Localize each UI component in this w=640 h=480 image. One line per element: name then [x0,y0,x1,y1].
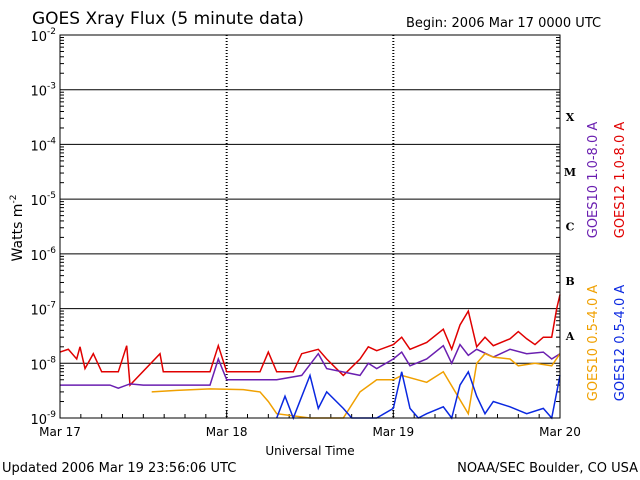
x-tick-label: Mar 19 [372,425,414,439]
legend-entry: GOES10 1.0-8.0 A [586,122,601,239]
y-tick-label: 10-6 [30,246,56,264]
flare-class-label: B [565,275,574,288]
x-tick-label: Mar 18 [206,425,248,439]
y-tick-label: 10-4 [30,136,56,154]
legend-entry: GOES12 0.5-4.0 A [613,285,628,402]
series-line [275,370,561,421]
series-line [59,294,561,387]
y-tick-label: 10-3 [30,82,56,100]
series-layer [59,294,561,421]
begin-label: Begin: 2006 Mar 17 0000 UTC [406,16,601,31]
legend-lower: GOES10 0.5-4.0 A GOES12 0.5-4.0 A [586,285,628,402]
legend-entry: GOES10 0.5-4.0 A [586,285,601,402]
x-tick-label: Mar 20 [539,425,581,439]
y-tick-label: 10-7 [30,301,56,319]
x-axis-label: Universal Time [265,444,354,458]
flare-class-label: A [565,330,575,343]
y-axis-label: Watts m [10,204,26,262]
grid [59,35,561,418]
y-tick-label: 10-8 [30,355,56,373]
y-tick-label: 10-2 [30,27,56,45]
series-line [60,343,561,389]
y-tick-label: 10-5 [30,191,56,209]
x-tick-label: Mar 17 [39,425,81,439]
flare-class-label: X [566,111,575,124]
flare-class-label: M [564,166,576,179]
y-axis-label-exp: -2 [9,195,19,204]
chart-title: GOES Xray Flux (5 minute data) [32,9,304,29]
footer-updated: Updated 2006 Mar 19 23:56:06 UTC [2,461,236,476]
flare-class-label: C [566,221,575,234]
y-tick-label: 10-9 [30,410,56,428]
footer-source: NOAA/SEC Boulder, CO USA [457,461,638,476]
legend-entry: GOES12 1.0-8.0 A [613,122,628,239]
series-line [151,352,561,419]
plot-frame [59,34,561,419]
svg-text:Watts m-2: Watts m-2 [9,195,26,262]
legend-upper: GOES10 1.0-8.0 A GOES12 1.0-8.0 A [586,122,628,239]
